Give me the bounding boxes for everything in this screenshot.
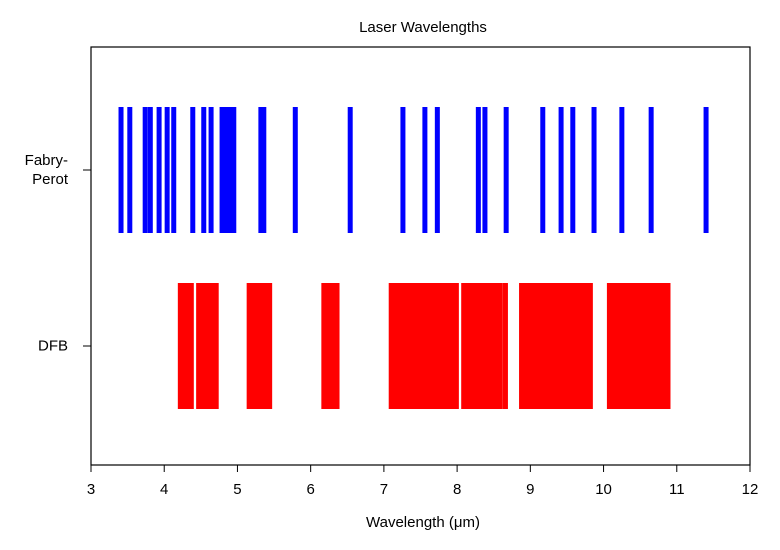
x-tick-label: 5 [233, 481, 241, 498]
x-tick-label: 9 [526, 481, 534, 498]
plot-frame [90, 46, 751, 466]
y-tick-label: Fabry- Perot [24, 152, 68, 188]
x-tick-label: 4 [160, 481, 168, 498]
x-tick-label: 3 [87, 481, 95, 498]
x-tick-label: 7 [380, 481, 388, 498]
x-tick-label: 12 [742, 481, 759, 498]
x-tick-label: 10 [595, 481, 612, 498]
x-tick-label: 6 [306, 481, 314, 498]
x-tick-label: 8 [453, 481, 461, 498]
chart-title: Laser Wavelengths [359, 19, 487, 36]
y-tick-label: DFB [38, 337, 68, 355]
x-tick-label: 11 [669, 481, 685, 498]
x-axis-label: Wavelength (μm) [366, 514, 480, 531]
